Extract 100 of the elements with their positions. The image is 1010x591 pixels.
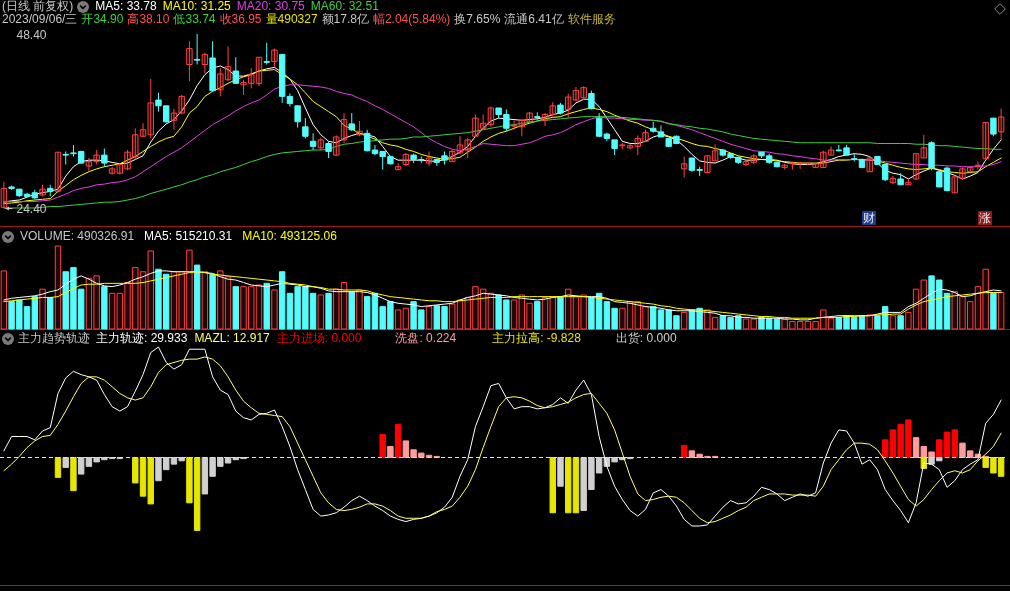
- bar: [557, 457, 564, 487]
- bar: [982, 268, 989, 330]
- candlestick: [920, 134, 928, 159]
- candlestick: [642, 129, 649, 142]
- bar: [0, 270, 8, 330]
- candlestick: [139, 122, 147, 138]
- candlestick: [812, 162, 819, 168]
- y-tick-label: 24.40: [16, 201, 47, 216]
- bar: [394, 309, 402, 330]
- candlestick: [905, 177, 912, 186]
- bar: [680, 311, 688, 330]
- bar: [139, 271, 147, 330]
- bar: [572, 296, 580, 330]
- text: 主力进场: 0.000: [276, 331, 362, 345]
- annotation: 幅2.04(5.84%): [372, 12, 451, 26]
- candlestick: [93, 149, 100, 166]
- annotation: 2023/09/06/三: [2, 12, 78, 26]
- bar: [425, 306, 433, 330]
- candlestick: [340, 112, 348, 144]
- candlestick: [101, 148, 108, 168]
- bar: [232, 286, 239, 330]
- candlestick: [990, 117, 997, 137]
- bar: [990, 292, 997, 330]
- bar: [62, 457, 69, 468]
- series-label: 主力轨迹: 29.933: [96, 331, 188, 345]
- bar: [526, 302, 533, 330]
- candlestick: [595, 112, 603, 138]
- bar: [959, 296, 966, 330]
- bar: [951, 291, 958, 330]
- candlestick: [302, 117, 309, 139]
- text: 洗盘: 0.224: [395, 331, 457, 345]
- bar: [549, 457, 556, 514]
- bar: [317, 294, 325, 330]
- candlestick: [62, 150, 69, 166]
- bar: [804, 321, 812, 330]
- candlestick: [170, 108, 178, 131]
- candlestick: [680, 156, 688, 179]
- candlestick: [479, 114, 487, 131]
- bar: [54, 457, 62, 478]
- bar: [680, 444, 688, 458]
- bar: [193, 264, 201, 330]
- candlestick: [704, 155, 711, 173]
- candlestick: [889, 175, 897, 185]
- candlestick: [201, 52, 209, 74]
- bar: [108, 292, 116, 330]
- bar: [781, 318, 788, 330]
- candlestick: [912, 153, 920, 181]
- bar: [479, 288, 487, 330]
- bar: [263, 282, 270, 330]
- bar: [464, 296, 471, 330]
- candlestick: [147, 78, 154, 139]
- text: 涨: [978, 211, 992, 225]
- bar: [147, 250, 154, 330]
- annotation: 低33.74: [173, 12, 216, 26]
- bar: [217, 270, 224, 330]
- bar: [897, 315, 904, 330]
- candlestick: [193, 33, 201, 65]
- text: 出货: 0.000: [615, 331, 677, 345]
- candlestick: [789, 161, 796, 171]
- bar: [789, 321, 796, 330]
- candlestick: [217, 67, 224, 97]
- candlestick: [804, 161, 812, 166]
- candlestick: [255, 56, 263, 87]
- bar: [974, 286, 982, 330]
- candlestick: [634, 135, 641, 156]
- candlestick: [0, 181, 8, 209]
- candlestick: [224, 45, 232, 82]
- candlestick: [294, 105, 301, 129]
- bar: [93, 275, 100, 330]
- bar: [518, 294, 526, 330]
- candlestick: [309, 132, 317, 151]
- bar: [997, 291, 1005, 330]
- candlestick: [132, 127, 139, 160]
- candlestick: [866, 156, 873, 173]
- y-tick-label: 48.40: [16, 27, 47, 42]
- bar: [580, 294, 587, 330]
- candlestick: [425, 150, 433, 167]
- candlestick: [626, 143, 634, 150]
- candlestick: [116, 162, 124, 176]
- candlestick: [248, 67, 255, 89]
- bar: [472, 286, 479, 330]
- candlestick: [348, 112, 355, 132]
- candlestick: [464, 137, 471, 159]
- annotation: 量490327: [265, 12, 318, 26]
- bar: [240, 286, 247, 330]
- candlestick: [750, 153, 757, 165]
- candlestick: [178, 94, 185, 116]
- bar: [271, 289, 278, 330]
- bar: [325, 292, 332, 330]
- candlestick: [263, 42, 270, 65]
- bar: [39, 288, 46, 330]
- bar: [967, 301, 974, 330]
- bar: [124, 282, 131, 330]
- candlestick: [472, 114, 479, 138]
- bar: [201, 271, 209, 330]
- bar: [70, 457, 77, 492]
- text: MA20: 30.75: [236, 0, 305, 13]
- candlestick: [967, 166, 974, 173]
- candlestick: [951, 176, 958, 194]
- candlestick: [356, 120, 363, 137]
